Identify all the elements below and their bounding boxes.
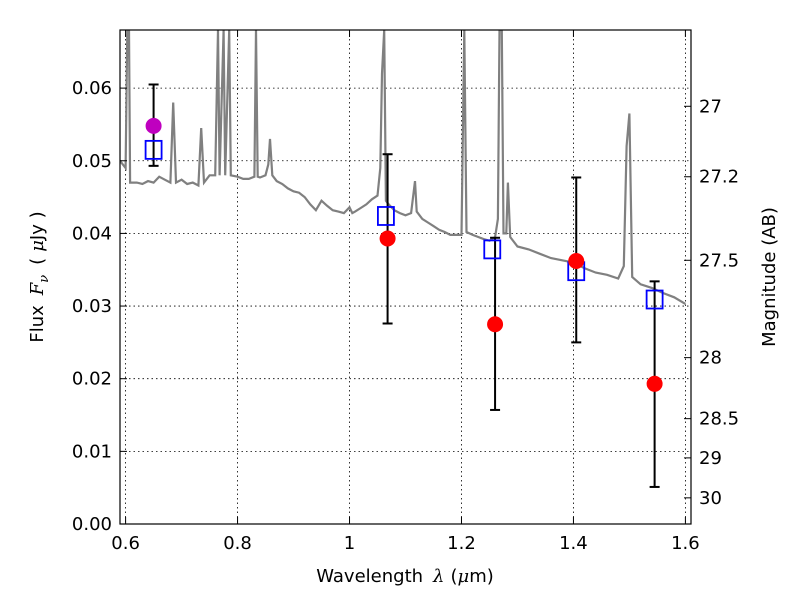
x-tick-label: 0.8 [223, 533, 252, 554]
y-tick-label: 0.01 [72, 441, 112, 462]
y2-tick-label: 30 [699, 488, 722, 509]
y2-tick-label: 28.5 [699, 409, 739, 430]
model-flux-square [483, 239, 502, 260]
observed-flux-point [145, 117, 162, 134]
x-tick-label: 1.4 [559, 533, 588, 554]
y2-axis-ticks: 27 27.2 27.5 28 28.5 29 30 [684, 96, 739, 509]
y-tick-label: 0.06 [72, 78, 112, 99]
y2-tick-label: 27 [699, 96, 722, 117]
observed-flux-point [379, 230, 396, 247]
y-tick-label: 0.04 [72, 223, 112, 244]
y2-tick-label: 27.2 [699, 167, 739, 188]
model-flux-square [144, 139, 163, 160]
model-flux-square [377, 206, 395, 226]
plot-background [120, 30, 691, 524]
y2-tick-label: 28 [699, 348, 722, 369]
y-axis-label: FluxFν(μJy ) [27, 211, 52, 342]
observed-flux-point [487, 316, 504, 333]
x-tick-label: 1.2 [447, 533, 476, 554]
x-axis-ticks: 0.6 0.8 1 1.2 1.4 1.6 [111, 30, 700, 554]
observed-flux-point [568, 253, 585, 270]
y2-tick-label: 27.5 [699, 250, 739, 271]
y-tick-label: 0.02 [72, 369, 112, 390]
model-spectrum-line [120, 30, 686, 305]
y-tick-label: 0.05 [72, 151, 112, 172]
x-tick-label: 1.6 [671, 533, 700, 554]
y-tick-label: 0.03 [72, 296, 112, 317]
model-flux-square [645, 289, 664, 310]
x-tick-label: 1 [344, 533, 355, 554]
observed-flux-point [646, 375, 663, 392]
model-flux-squares [144, 139, 664, 310]
x-axis-label: Wavelength λ (μm) [316, 566, 494, 587]
plot-frame [119, 29, 692, 525]
y-axis-ticks: 0.00 0.01 0.02 0.03 0.04 0.05 0.06 [72, 78, 127, 535]
plot-content [120, 30, 686, 488]
y2-axis-label: Magnitude (AB) [759, 207, 780, 347]
observed-flux-points [145, 117, 663, 392]
y-tick-label: 0.00 [72, 514, 112, 535]
y2-tick-label: 29 [699, 448, 722, 469]
x-tick-label: 0.6 [111, 533, 140, 554]
